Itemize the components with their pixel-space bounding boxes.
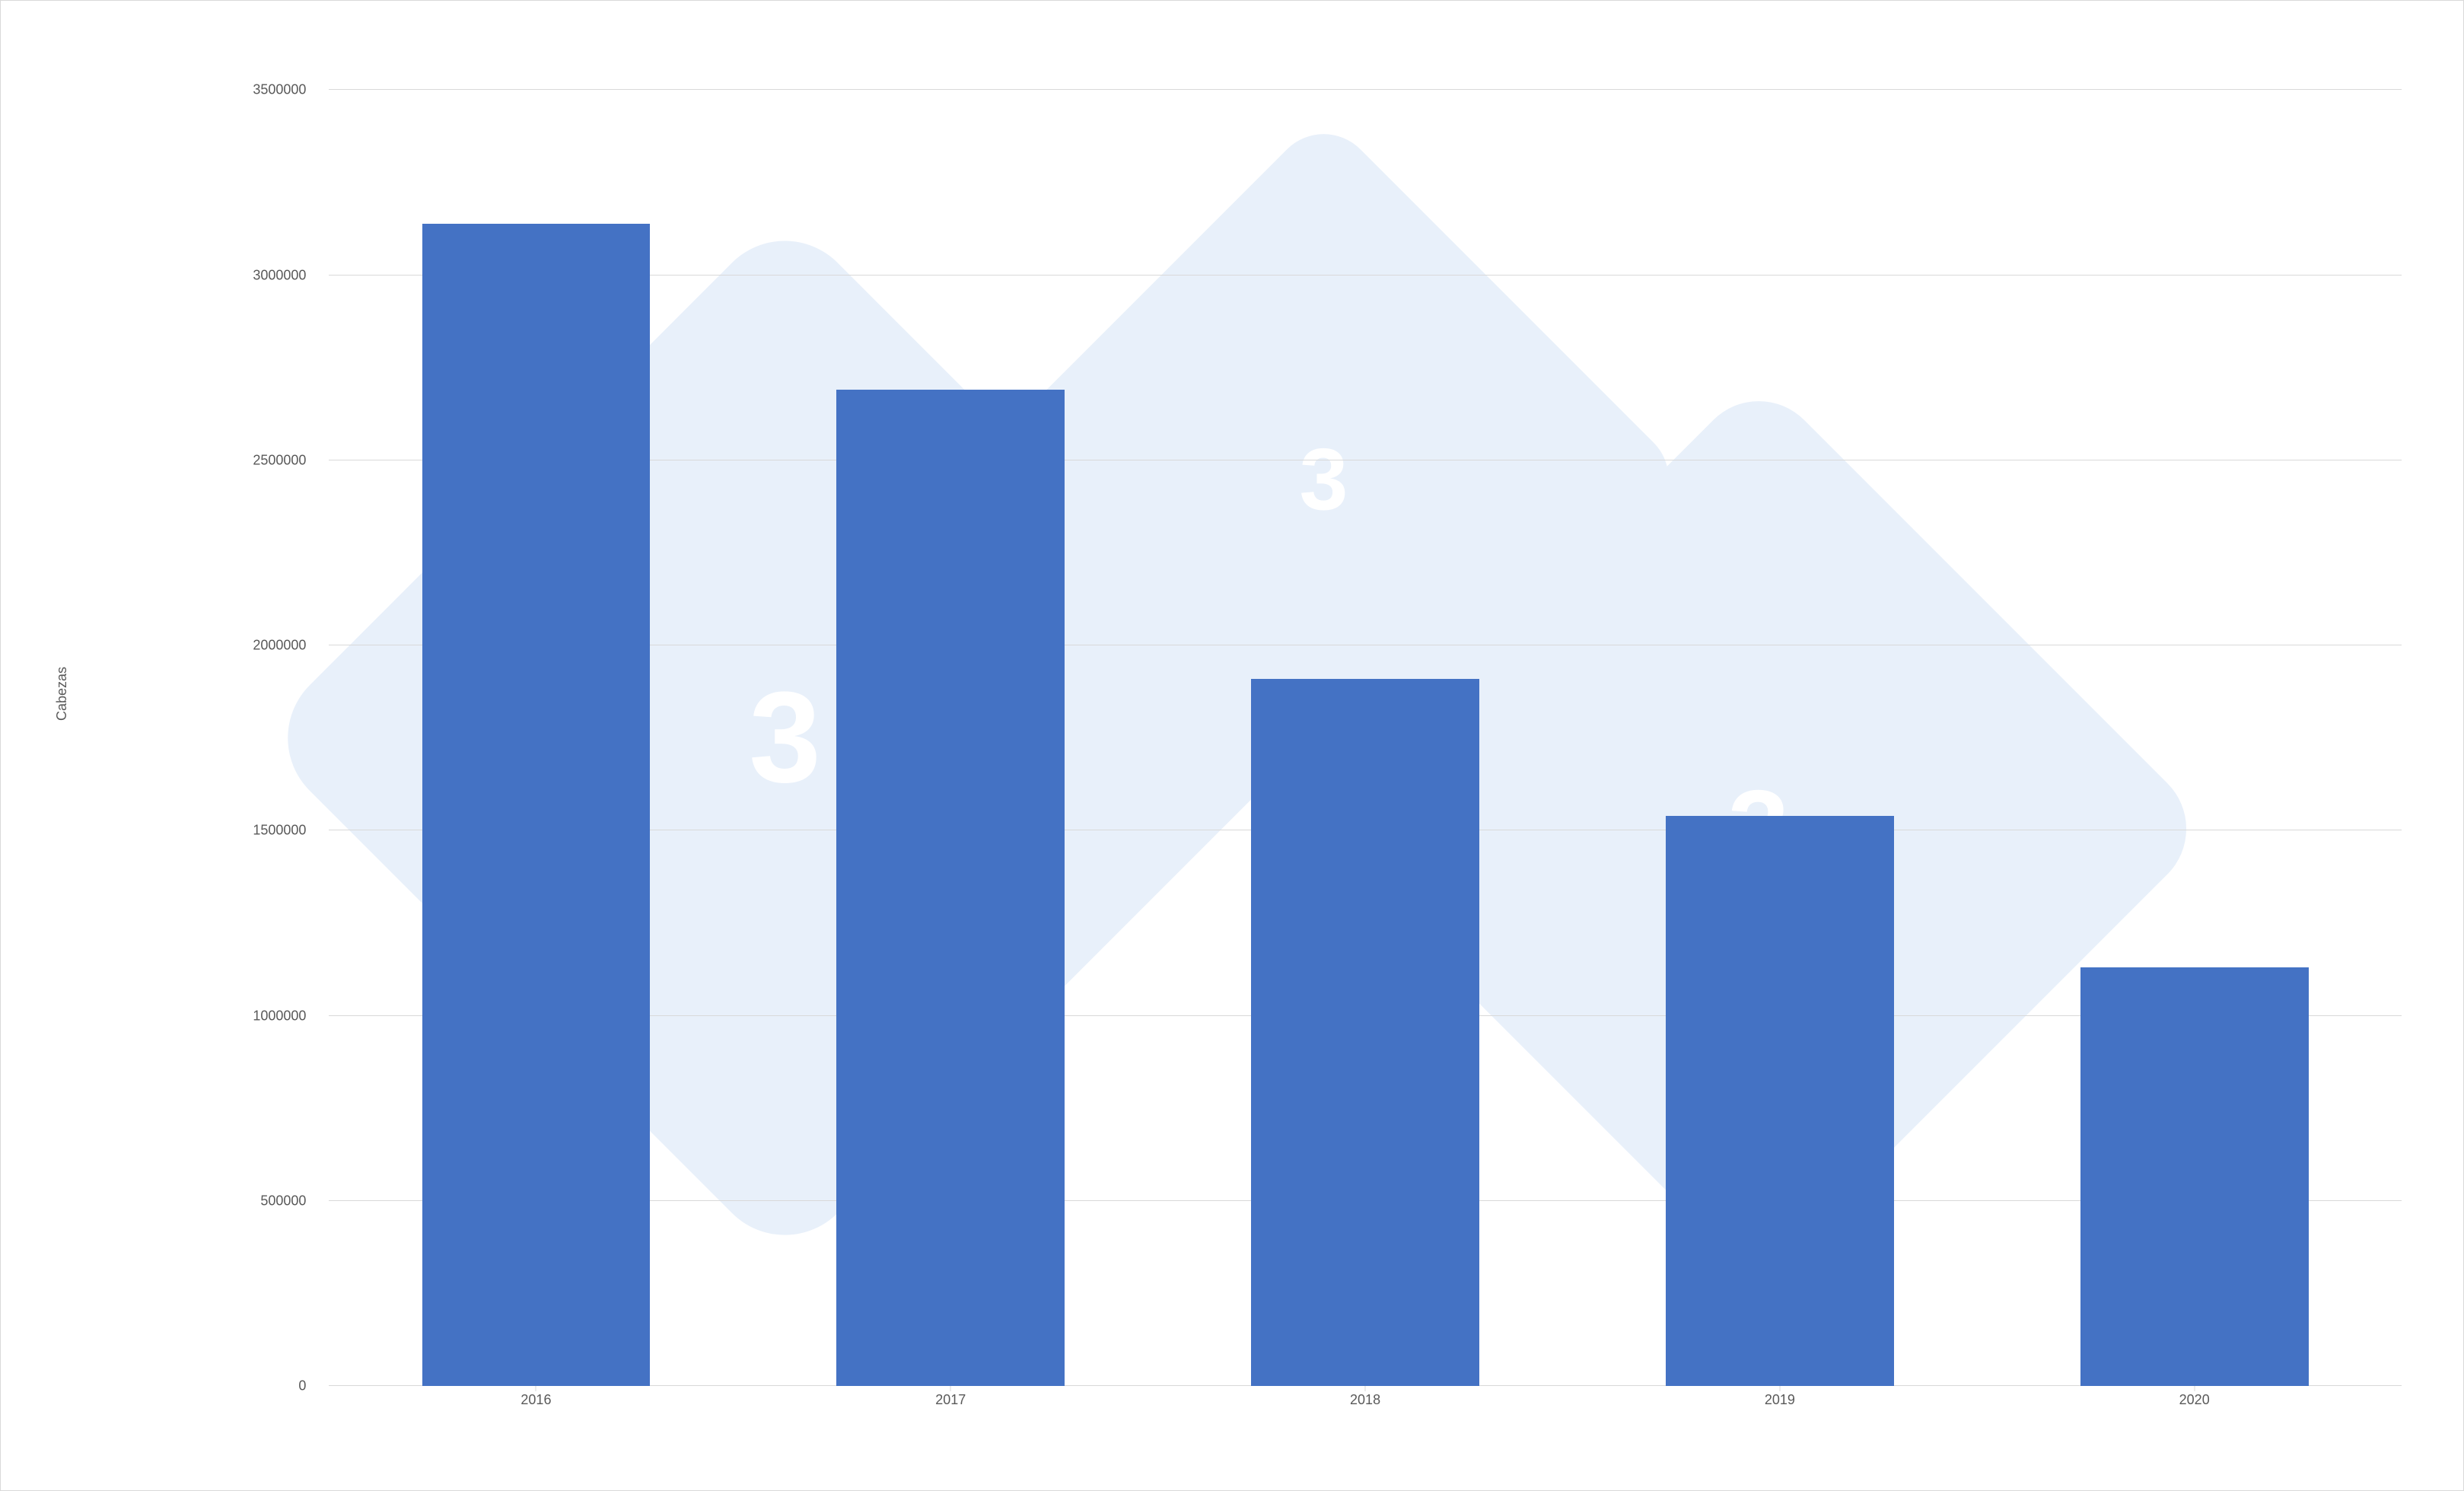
y-axis-label-wrap: Cabezas (38, 1, 88, 1386)
x-axis-tick-mark (1365, 1386, 1366, 1391)
x-axis-tick-label: 2020 (2179, 1392, 2210, 1408)
x-axis-tick-label: 2016 (520, 1392, 551, 1408)
y-axis-tick-label: 2000000 (148, 638, 306, 654)
bars-layer (329, 90, 2402, 1386)
bar (836, 390, 1065, 1386)
y-axis-tick-label: 0 (148, 1378, 306, 1394)
bar (1251, 679, 1479, 1386)
chart-container: Cabezas 0 500000 1000000 1500000 2000000 2500… (0, 0, 2464, 1491)
y-axis-label: Cabezas (54, 666, 70, 720)
x-axis-tick-mark (2194, 1386, 2195, 1391)
y-axis-tick-label: 1000000 (148, 1008, 306, 1024)
bar (422, 224, 651, 1386)
y-axis-tick-label: 1500000 (148, 823, 306, 839)
y-axis-tick-label: 3000000 (148, 267, 306, 283)
x-axis-tick-mark (1779, 1386, 1780, 1391)
bar (2080, 967, 2309, 1386)
y-axis-tick-label: 500000 (148, 1193, 306, 1209)
plot-wrap: 0500000100000015000002000000250000030000… (148, 90, 2402, 1386)
x-axis-tick-mark (950, 1386, 951, 1391)
x-axis-tick-label: 2018 (1350, 1392, 1380, 1408)
x-axis-tick-label: 2019 (1765, 1392, 1795, 1408)
plot-area: 333 (329, 90, 2402, 1386)
y-axis-ticks: 0500000100000015000002000000250000030000… (148, 90, 306, 1386)
y-axis-tick-label: 2500000 (148, 452, 306, 468)
y-axis-tick-label: 3500000 (148, 82, 306, 98)
bar (1666, 816, 1894, 1386)
x-axis-tick-label: 2017 (935, 1392, 966, 1408)
